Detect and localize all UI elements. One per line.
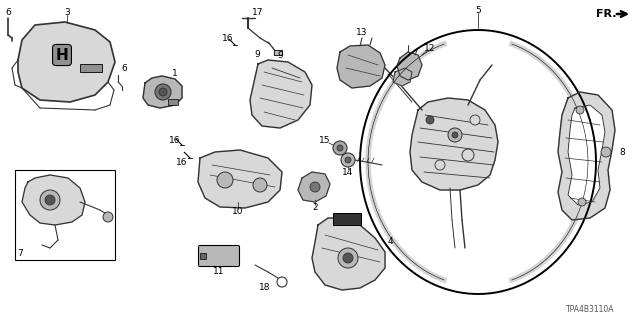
- Circle shape: [310, 182, 320, 192]
- Text: 10: 10: [232, 207, 244, 217]
- Circle shape: [333, 141, 347, 155]
- Text: TPA4B3110A: TPA4B3110A: [566, 306, 614, 315]
- Circle shape: [462, 149, 474, 161]
- Polygon shape: [312, 218, 385, 290]
- Text: 13: 13: [356, 28, 368, 36]
- Bar: [333, 213, 361, 225]
- Circle shape: [253, 178, 267, 192]
- Polygon shape: [337, 45, 385, 88]
- Text: 4: 4: [387, 237, 393, 246]
- Polygon shape: [298, 172, 330, 202]
- Bar: [168, 99, 178, 105]
- Circle shape: [576, 106, 584, 114]
- Text: 5: 5: [475, 5, 481, 14]
- Circle shape: [40, 190, 60, 210]
- Text: FR.: FR.: [596, 9, 616, 19]
- Polygon shape: [568, 105, 605, 205]
- Polygon shape: [558, 92, 615, 220]
- Circle shape: [155, 84, 171, 100]
- Polygon shape: [393, 68, 412, 86]
- Circle shape: [45, 195, 55, 205]
- Text: 1: 1: [172, 68, 178, 77]
- Text: 16: 16: [176, 157, 188, 166]
- Text: 9: 9: [254, 50, 260, 59]
- Circle shape: [159, 88, 167, 96]
- Text: 7: 7: [17, 249, 23, 258]
- Text: H: H: [56, 47, 68, 62]
- Circle shape: [343, 253, 353, 263]
- Polygon shape: [22, 175, 85, 225]
- Polygon shape: [397, 52, 422, 80]
- Text: 8: 8: [619, 148, 625, 156]
- Bar: [80, 64, 102, 72]
- Circle shape: [338, 248, 358, 268]
- Text: 14: 14: [342, 167, 354, 177]
- Text: 16: 16: [222, 34, 234, 43]
- FancyBboxPatch shape: [198, 245, 239, 267]
- Text: 6: 6: [121, 63, 127, 73]
- Circle shape: [435, 160, 445, 170]
- Bar: [274, 50, 282, 55]
- Polygon shape: [143, 76, 182, 108]
- Text: 9: 9: [277, 51, 283, 60]
- Text: 3: 3: [64, 7, 70, 17]
- Circle shape: [578, 198, 586, 206]
- Polygon shape: [410, 98, 498, 190]
- Polygon shape: [18, 22, 115, 102]
- Circle shape: [337, 145, 343, 151]
- Circle shape: [345, 157, 351, 163]
- Circle shape: [341, 153, 355, 167]
- Circle shape: [601, 147, 611, 157]
- Circle shape: [103, 212, 113, 222]
- Circle shape: [452, 132, 458, 138]
- Circle shape: [277, 277, 287, 287]
- Bar: [15, 170, 115, 260]
- Text: 15: 15: [319, 135, 331, 145]
- Text: 16: 16: [169, 135, 180, 145]
- Text: 2: 2: [312, 204, 318, 212]
- Text: 12: 12: [424, 44, 436, 52]
- Bar: [200, 253, 206, 259]
- Polygon shape: [250, 60, 312, 128]
- Text: 17: 17: [252, 7, 264, 17]
- Circle shape: [217, 172, 233, 188]
- Circle shape: [448, 128, 462, 142]
- Text: 6: 6: [5, 7, 11, 17]
- Text: 18: 18: [259, 283, 271, 292]
- Text: 11: 11: [213, 268, 225, 276]
- Polygon shape: [198, 150, 282, 208]
- Circle shape: [470, 115, 480, 125]
- Circle shape: [426, 116, 434, 124]
